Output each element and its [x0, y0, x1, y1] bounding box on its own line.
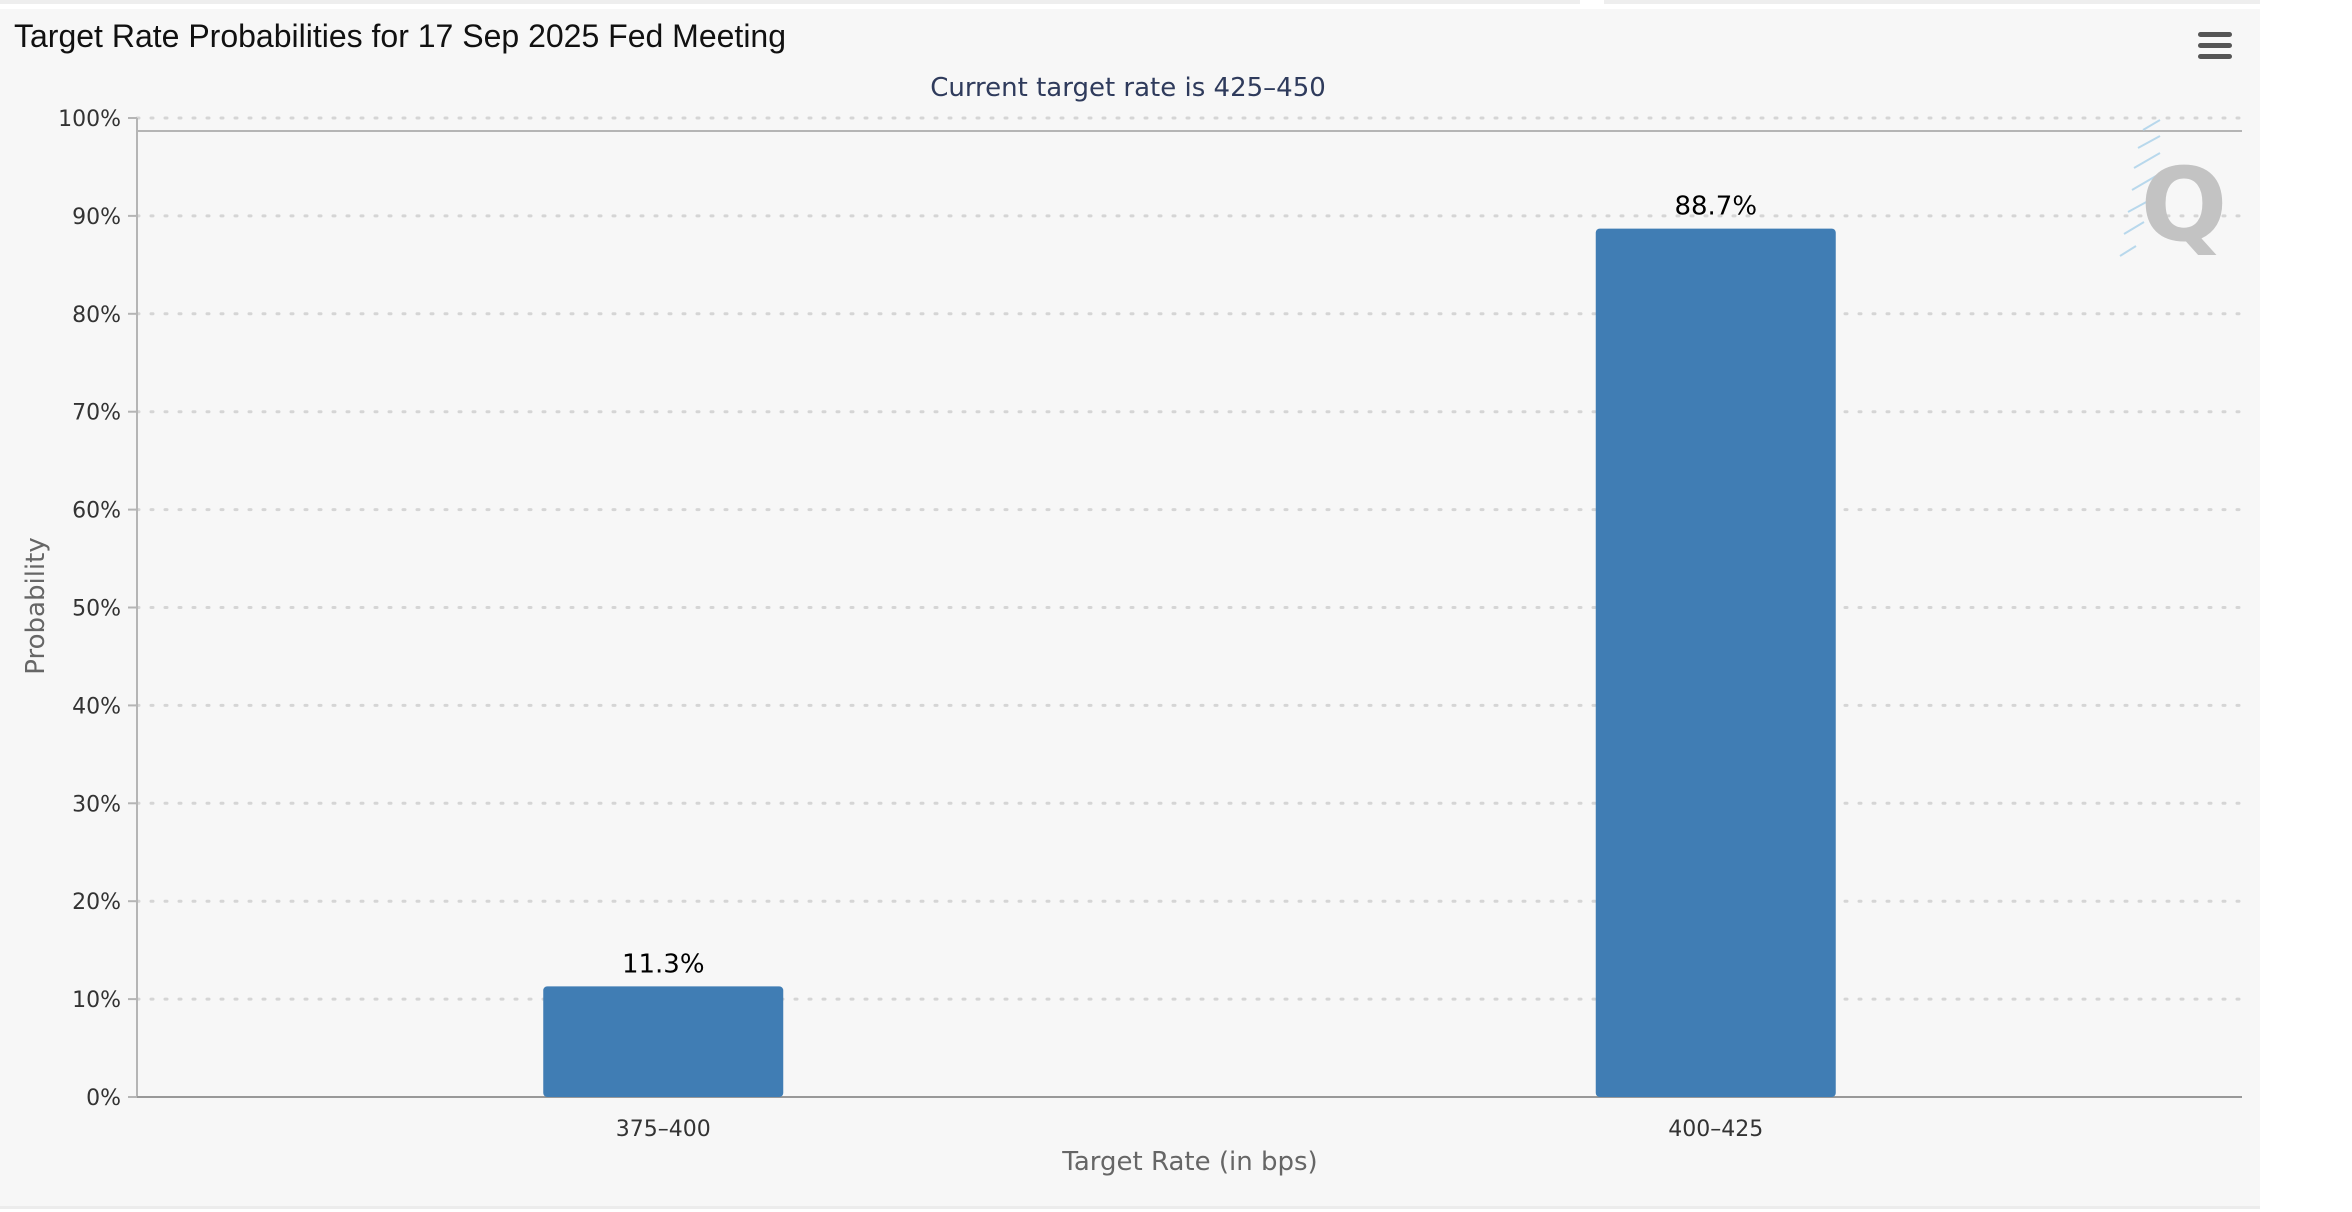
x-tick-label: 400–425: [1668, 1117, 1763, 1142]
y-tick-label: 30%: [72, 792, 121, 817]
y-tick-label: 90%: [72, 205, 121, 230]
top-border-strip: [0, 0, 1580, 4]
y-tick-label: 0%: [86, 1086, 121, 1111]
chart-subtitle: Current target rate is 425–450: [930, 73, 1326, 103]
y-tick-label: 50%: [72, 597, 121, 622]
y-tick-label: 70%: [72, 401, 121, 426]
y-tick-label: 80%: [72, 303, 121, 328]
q-logo-icon: Q: [2119, 119, 2228, 265]
bar[interactable]: [1595, 228, 1836, 1097]
bar-data-label: 88.7%: [1674, 192, 1757, 222]
y-tick-label: 20%: [72, 890, 121, 915]
bar[interactable]: [543, 986, 784, 1097]
x-tick-label: 375–400: [616, 1117, 711, 1142]
x-axis-title: Target Rate (in bps): [1061, 1147, 1317, 1177]
hamburger-menu-icon[interactable]: [2196, 30, 2234, 62]
top-border-strip: [1604, 0, 2260, 4]
grid-layer: [135, 116, 2244, 1001]
y-tick-label: 40%: [72, 694, 121, 719]
y-tick-label: 10%: [72, 988, 121, 1013]
y-axis-title: Probability: [21, 537, 51, 674]
label-layer: 11.3% 375–400 88.7% 400–425: [616, 192, 1763, 1142]
bar-layer: [543, 228, 1836, 1097]
bar-data-label: 11.3%: [622, 949, 705, 979]
watermark-letter: Q: [2141, 146, 2228, 265]
y-tick-label: 100%: [58, 107, 121, 132]
page-title: Target Rate Probabilities for 17 Sep 202…: [14, 18, 787, 54]
y-tick-label: 60%: [72, 499, 121, 524]
axis-layer: 0% 10% 20% 30% 40% 50% 60% 70% 80% 90% 100%: [58, 107, 2242, 1111]
